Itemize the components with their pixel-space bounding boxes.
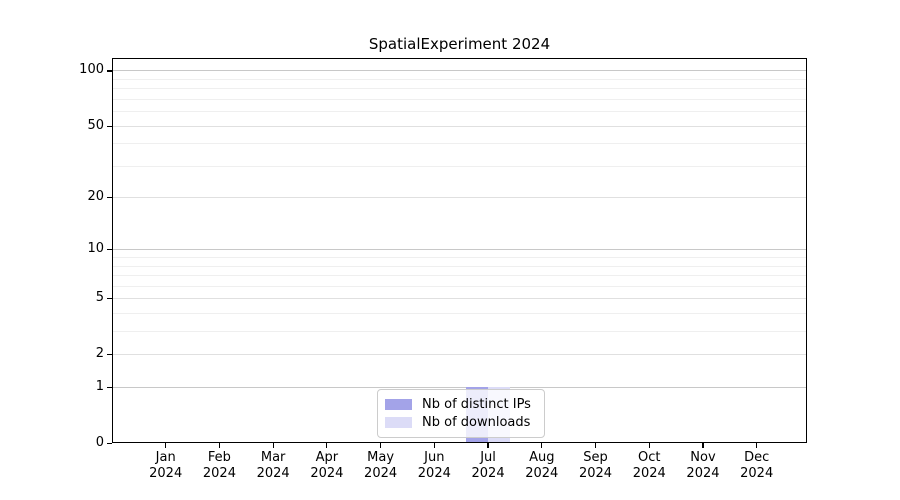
y-gridline <box>113 386 806 388</box>
x-tick-label: Jul 2024 <box>471 450 505 481</box>
y-tick-label: 1 <box>95 378 104 394</box>
y-minor-gridline <box>113 275 806 277</box>
y-gridline <box>113 70 806 72</box>
x-tick-label: Mar 2024 <box>256 450 290 481</box>
x-tick-label: Sep 2024 <box>578 450 613 481</box>
y-gridline <box>113 197 806 199</box>
y-gridline <box>113 298 806 300</box>
x-tick <box>380 443 382 448</box>
x-tick <box>541 443 543 448</box>
y-tick <box>107 249 112 251</box>
y-tick-label: 50 <box>87 117 104 133</box>
y-minor-gridline <box>113 78 806 80</box>
y-tick-label: 0 <box>95 434 104 450</box>
legend: Nb of distinct IPs Nb of downloads <box>377 389 545 438</box>
y-tick-label: 10 <box>87 241 104 257</box>
y-minor-gridline <box>113 88 806 90</box>
y-tick <box>107 197 112 199</box>
legend-swatch-downloads-icon <box>385 417 412 428</box>
y-tick <box>107 354 112 356</box>
y-minor-gridline <box>113 98 806 100</box>
y-tick <box>107 70 112 72</box>
y-minor-gridline <box>113 165 806 167</box>
y-minor-gridline <box>113 143 806 145</box>
y-tick <box>107 386 112 388</box>
legend-entry-downloads: Nb of downloads <box>385 415 537 430</box>
x-tick <box>487 443 489 448</box>
x-tick <box>326 443 328 448</box>
y-gridline <box>113 249 806 251</box>
x-tick <box>702 443 704 448</box>
legend-swatch-distinct-ips-icon <box>385 399 412 410</box>
y-minor-gridline <box>113 285 806 287</box>
x-tick-label: Aug 2024 <box>525 450 559 481</box>
x-tick <box>648 443 650 448</box>
x-tick <box>756 443 758 448</box>
x-tick-label: Jun 2024 <box>417 450 451 481</box>
y-tick <box>107 442 112 444</box>
x-tick <box>433 443 435 448</box>
x-tick-label: Jan 2024 <box>149 450 183 481</box>
legend-entry-distinct-ips: Nb of distinct IPs <box>385 397 537 412</box>
x-tick-label: Apr 2024 <box>310 450 344 481</box>
x-tick-label: Dec 2024 <box>740 450 774 481</box>
y-tick <box>107 298 112 300</box>
x-tick <box>165 443 167 448</box>
y-tick-label: 20 <box>87 189 104 205</box>
y-gridline <box>113 125 806 127</box>
x-tick-label: May 2024 <box>364 450 398 481</box>
legend-label-distinct-ips: Nb of distinct IPs <box>422 397 531 412</box>
y-tick-label: 2 <box>95 346 104 362</box>
y-gridline <box>113 354 806 356</box>
chart-title: SpatialExperiment 2024 <box>368 35 551 53</box>
x-tick-label: Nov 2024 <box>686 450 720 481</box>
x-tick-label: Feb 2024 <box>202 450 236 481</box>
x-tick-label: Oct 2024 <box>632 450 666 481</box>
y-tick-label: 100 <box>79 62 104 78</box>
y-minor-gridline <box>113 265 806 267</box>
legend-label-downloads: Nb of downloads <box>422 415 531 430</box>
y-minor-gridline <box>113 111 806 113</box>
y-tick-label: 5 <box>95 290 104 306</box>
y-tick <box>107 125 112 127</box>
y-minor-gridline <box>113 257 806 259</box>
x-tick <box>218 443 220 448</box>
y-minor-gridline <box>113 330 806 332</box>
x-tick <box>594 443 597 448</box>
x-tick <box>272 443 274 448</box>
y-minor-gridline <box>113 312 806 314</box>
plot-border <box>112 58 807 443</box>
